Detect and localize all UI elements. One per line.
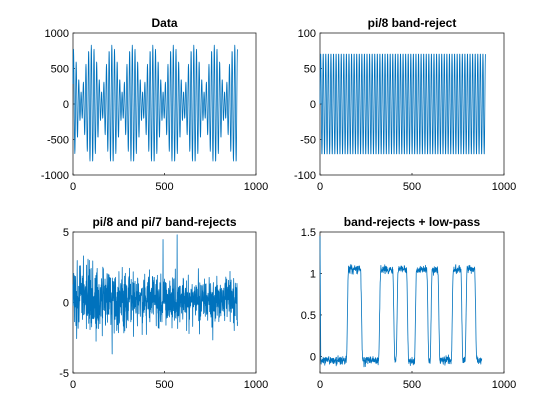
subplot-title: Data — [151, 16, 177, 30]
x-tick-label: 0 — [70, 181, 76, 193]
y-tick-label: 500 — [51, 64, 69, 76]
y-tick-label: 1000 — [45, 28, 69, 40]
y-tick-label: 0 — [63, 99, 69, 111]
subplot-title: band-rejects + low-pass — [344, 215, 481, 229]
y-tick-label: 5 — [63, 227, 69, 239]
tick-group: 0 500 1000 -1000 -500 0 500 1000 — [41, 28, 268, 193]
subplot-title: pi/8 and pi/7 band-rejects — [92, 215, 236, 229]
x-tick-label: 500 — [155, 379, 173, 391]
x-tick-label: 500 — [403, 379, 421, 391]
tick-group: 0 500 1000 0 0.5 1 1.5 — [301, 227, 517, 391]
x-tick-label: 500 — [155, 181, 173, 193]
x-tick-label: 0 — [317, 379, 323, 391]
subplot-pi8-band-reject: pi/8 band-reject 0 500 1000 -100 -50 0 50 100 — [294, 16, 516, 193]
series-line — [72, 44, 238, 162]
subplot-band-rejects-low-pass: band-rejects + low-pass 0 500 1000 0 0.5 1 1.5 — [301, 215, 517, 391]
series-line — [319, 53, 486, 155]
y-tick-label: 0 — [310, 99, 316, 111]
y-tick-label: -500 — [47, 135, 69, 147]
y-tick-label: -5 — [59, 368, 69, 380]
y-tick-label: 1.5 — [301, 227, 316, 239]
y-tick-label: -50 — [300, 135, 316, 147]
x-tick-label: 500 — [403, 181, 421, 193]
x-tick-label: 1000 — [492, 379, 516, 391]
x-tick-label: 1000 — [492, 181, 516, 193]
subplot-pi8-pi7-band-rejects: pi/8 and pi/7 band-rejects 0 500 1000-505 — [59, 215, 268, 391]
plot-frame — [319, 231, 505, 374]
subplot-title: pi/8 band-reject — [368, 16, 457, 30]
x-tick-label: 0 — [70, 379, 76, 391]
y-tick-label: 50 — [304, 64, 316, 76]
x-tick-label: 1000 — [244, 379, 268, 391]
y-tick-label: 100 — [298, 28, 316, 40]
y-tick-label: 1 — [310, 268, 316, 280]
y-tick-label: -100 — [294, 170, 316, 182]
series-line — [72, 234, 238, 355]
y-tick-label: -1000 — [41, 170, 69, 182]
x-tick-label: 1000 — [244, 181, 268, 193]
tick-group: 0 500 1000 -100 -50 0 50 100 — [294, 28, 516, 193]
subplot-data: Data 0 500 1000 -1000 -500 0 500 1000 — [41, 16, 268, 193]
y-tick-label: 0.5 — [301, 310, 316, 322]
x-tick-label: 0 — [317, 181, 323, 193]
y-tick-label: 0 — [310, 351, 316, 363]
y-tick-label: 0 — [63, 298, 69, 310]
series-line — [319, 236, 483, 368]
tick-group: 0 500 1000-505 — [59, 227, 268, 391]
